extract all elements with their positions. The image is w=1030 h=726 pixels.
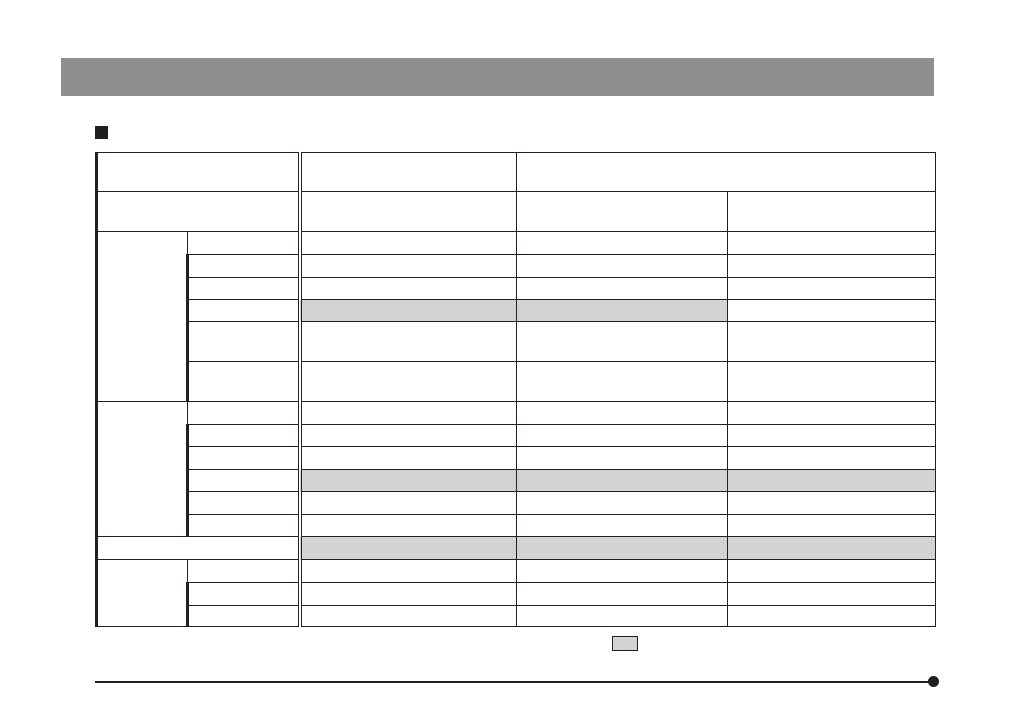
table-row [97, 605, 936, 627]
row-label-cell [187, 401, 300, 425]
header-cell [516, 191, 728, 232]
shaded-value-cell [727, 469, 936, 492]
group-label-cell [95, 401, 188, 537]
value-cell [727, 491, 936, 515]
value-cell [516, 424, 728, 447]
value-cell [297, 424, 517, 447]
value-cell [727, 559, 936, 583]
value-cell [297, 446, 517, 470]
section-header-bar [61, 58, 934, 96]
value-cell [297, 277, 517, 300]
value-cell [297, 401, 517, 425]
header-cell [95, 191, 300, 232]
value-cell [727, 446, 936, 470]
table-header-row [95, 152, 936, 192]
value-cell [516, 321, 728, 362]
value-cell [727, 514, 936, 537]
value-cell [297, 605, 517, 627]
table-row [97, 321, 936, 362]
shaded-value-cell [516, 469, 728, 492]
spec-table [95, 152, 936, 627]
row-label-cell [186, 299, 300, 322]
header-cell [95, 152, 300, 192]
value-cell [516, 605, 728, 627]
row-label-cell [95, 536, 300, 560]
shaded-value-cell [297, 299, 517, 322]
row-label-cell [186, 254, 300, 278]
header-cell [727, 191, 936, 232]
shaded-legend-swatch [612, 636, 638, 651]
value-cell [297, 514, 517, 537]
row-label-cell [186, 446, 300, 470]
header-cell [516, 152, 936, 192]
value-cell [516, 277, 728, 300]
header-cell [297, 152, 517, 192]
value-cell [516, 582, 728, 606]
table-row [95, 401, 936, 537]
table-row [97, 582, 936, 606]
group-label-cell [95, 559, 188, 627]
square-bullet-icon [95, 126, 108, 139]
footer-dot-icon [928, 676, 939, 687]
row-label-cell [186, 605, 300, 627]
value-cell [516, 231, 728, 255]
row-label-cell [186, 514, 300, 537]
value-cell [727, 361, 936, 402]
table-row [97, 514, 936, 537]
value-cell [297, 231, 517, 255]
shaded-value-cell [516, 299, 728, 322]
shaded-value-cell [727, 536, 936, 560]
value-cell [516, 401, 728, 425]
table-row [97, 446, 936, 470]
value-cell [727, 254, 936, 278]
value-cell [516, 491, 728, 515]
row-label-cell [186, 277, 300, 300]
header-cell [297, 191, 517, 232]
value-cell [516, 361, 728, 402]
row-label-cell [186, 424, 300, 447]
row-label-cell [187, 559, 300, 583]
table-subheader-row [95, 191, 936, 232]
row-label-cell [186, 582, 300, 606]
shaded-value-cell [297, 536, 517, 560]
value-cell [297, 254, 517, 278]
value-cell [516, 559, 728, 583]
table-row [97, 299, 936, 322]
value-cell [727, 582, 936, 606]
table-row [97, 469, 936, 492]
table-row [95, 536, 936, 560]
row-label-cell [186, 321, 300, 362]
value-cell [297, 559, 517, 583]
value-cell [297, 321, 517, 362]
value-cell [727, 231, 936, 255]
value-cell [727, 299, 936, 322]
value-cell [516, 446, 728, 470]
value-cell [727, 277, 936, 300]
value-cell [727, 424, 936, 447]
value-cell [727, 401, 936, 425]
row-label-cell [186, 361, 300, 402]
table-row [95, 231, 936, 402]
value-cell [727, 321, 936, 362]
table-row [95, 559, 936, 627]
group-label-cell [95, 231, 188, 402]
value-cell [297, 582, 517, 606]
table-row [97, 277, 936, 300]
row-label-cell [186, 469, 300, 492]
value-cell [727, 605, 936, 627]
value-cell [516, 254, 728, 278]
value-cell [516, 514, 728, 537]
footer-rule [95, 681, 931, 683]
shaded-value-cell [297, 469, 517, 492]
table-row [97, 361, 936, 402]
value-cell [297, 491, 517, 515]
table-row [97, 424, 936, 447]
table-row [97, 491, 936, 515]
shaded-value-cell [516, 536, 728, 560]
row-label-cell [187, 231, 300, 255]
row-label-cell [186, 491, 300, 515]
table-row [97, 254, 936, 278]
value-cell [297, 361, 517, 402]
